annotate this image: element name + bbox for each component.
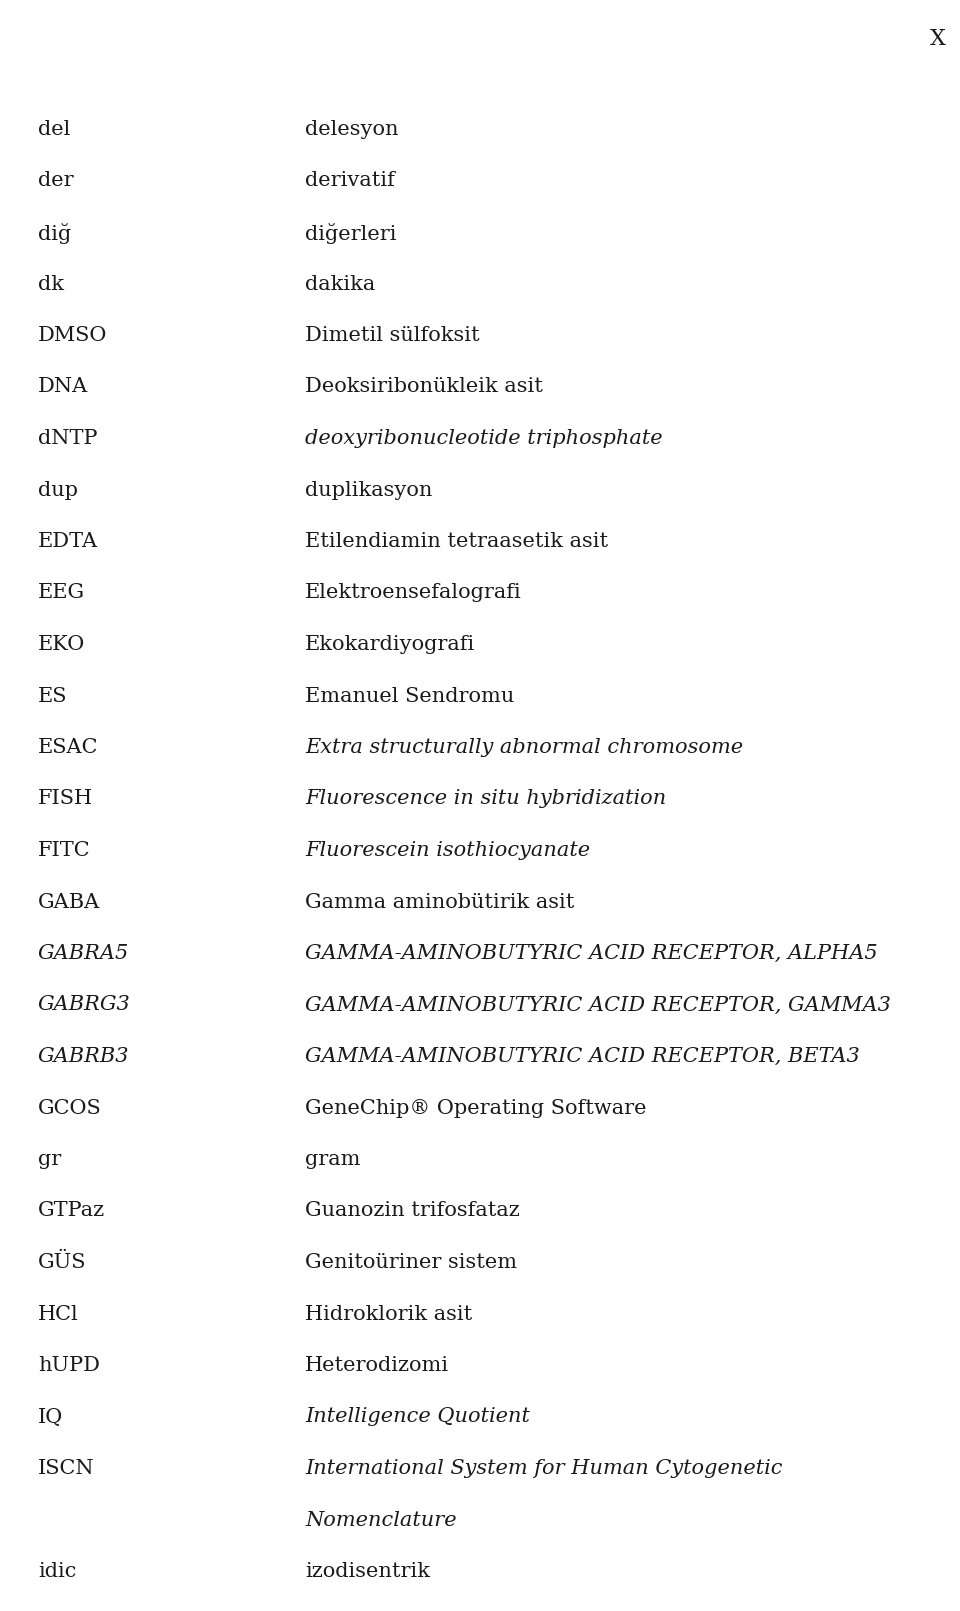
Text: GABA: GABA xyxy=(38,892,100,912)
Text: Gamma aminobütirik asit: Gamma aminobütirik asit xyxy=(305,892,574,912)
Text: Intelligence Quotient: Intelligence Quotient xyxy=(305,1408,530,1426)
Text: gr: gr xyxy=(38,1150,61,1170)
Text: Heterodizomi: Heterodizomi xyxy=(305,1356,449,1376)
Text: dakika: dakika xyxy=(305,274,375,293)
Text: dNTP: dNTP xyxy=(38,429,98,448)
Text: dk: dk xyxy=(38,274,64,293)
Text: dup: dup xyxy=(38,480,78,499)
Text: hUPD: hUPD xyxy=(38,1356,100,1376)
Text: izodisentrik: izodisentrik xyxy=(305,1563,430,1580)
Text: GABRG3: GABRG3 xyxy=(38,996,131,1015)
Text: Fluorescein isothiocyanate: Fluorescein isothiocyanate xyxy=(305,841,590,860)
Text: IQ: IQ xyxy=(38,1408,63,1426)
Text: Genitoüriner sistem: Genitoüriner sistem xyxy=(305,1253,517,1273)
Text: derivatif: derivatif xyxy=(305,171,395,190)
Text: duplikasyon: duplikasyon xyxy=(305,480,432,499)
Text: Extra structurally abnormal chromosome: Extra structurally abnormal chromosome xyxy=(305,738,743,757)
Text: GAMMA-AMINOBUTYRIC ACID RECEPTOR, GAMMA3: GAMMA-AMINOBUTYRIC ACID RECEPTOR, GAMMA3 xyxy=(305,996,891,1015)
Text: GAMMA-AMINOBUTYRIC ACID RECEPTOR, BETA3: GAMMA-AMINOBUTYRIC ACID RECEPTOR, BETA3 xyxy=(305,1047,860,1066)
Text: Emanuel Sendromu: Emanuel Sendromu xyxy=(305,686,515,706)
Text: Dimetil sülfoksit: Dimetil sülfoksit xyxy=(305,325,480,345)
Text: Fluorescence in situ hybridization: Fluorescence in situ hybridization xyxy=(305,789,666,809)
Text: ISCN: ISCN xyxy=(38,1460,95,1477)
Text: FITC: FITC xyxy=(38,841,90,860)
Text: ES: ES xyxy=(38,686,67,706)
Text: delesyon: delesyon xyxy=(305,119,398,139)
Text: Nomenclature: Nomenclature xyxy=(305,1511,457,1529)
Text: GÜS: GÜS xyxy=(38,1253,86,1273)
Text: der: der xyxy=(38,171,74,190)
Text: Etilendiamin tetraasetik asit: Etilendiamin tetraasetik asit xyxy=(305,532,608,551)
Text: deoxyribonucleotide triphosphate: deoxyribonucleotide triphosphate xyxy=(305,429,662,448)
Text: GAMMA-AMINOBUTYRIC ACID RECEPTOR, ALPHA5: GAMMA-AMINOBUTYRIC ACID RECEPTOR, ALPHA5 xyxy=(305,944,877,963)
Text: X: X xyxy=(930,27,946,50)
Text: EEG: EEG xyxy=(38,583,85,603)
Text: DNA: DNA xyxy=(38,377,88,396)
Text: International System for Human Cytogenetic: International System for Human Cytogenet… xyxy=(305,1460,782,1477)
Text: idic: idic xyxy=(38,1563,77,1580)
Text: GCOS: GCOS xyxy=(38,1099,102,1118)
Text: EKO: EKO xyxy=(38,635,85,654)
Text: Elektroensefalografi: Elektroensefalografi xyxy=(305,583,521,603)
Text: GABRB3: GABRB3 xyxy=(38,1047,130,1066)
Text: Deoksiribonükleik asit: Deoksiribonükleik asit xyxy=(305,377,542,396)
Text: gram: gram xyxy=(305,1150,361,1170)
Text: Guanozin trifosfataz: Guanozin trifosfataz xyxy=(305,1202,519,1221)
Text: DMSO: DMSO xyxy=(38,325,108,345)
Text: HCl: HCl xyxy=(38,1305,79,1324)
Text: ESAC: ESAC xyxy=(38,738,99,757)
Text: Ekokardiyografi: Ekokardiyografi xyxy=(305,635,475,654)
Text: GeneChip® Operating Software: GeneChip® Operating Software xyxy=(305,1099,646,1118)
Text: GABRA5: GABRA5 xyxy=(38,944,130,963)
Text: GTPaz: GTPaz xyxy=(38,1202,106,1221)
Text: diğerleri: diğerleri xyxy=(305,222,396,243)
Text: diğ: diğ xyxy=(38,222,71,243)
Text: del: del xyxy=(38,119,70,139)
Text: Hidroklorik asit: Hidroklorik asit xyxy=(305,1305,472,1324)
Text: FISH: FISH xyxy=(38,789,93,809)
Text: EDTA: EDTA xyxy=(38,532,98,551)
